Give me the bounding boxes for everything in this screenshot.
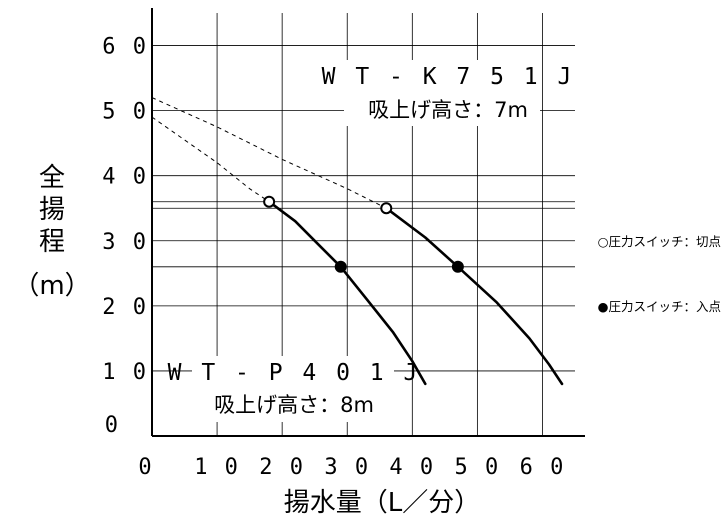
series-2-name: W T - K 7 5 1 J [322, 64, 575, 90]
x-tick-label: 2 0 [259, 455, 305, 480]
series-2-cutin-point [451, 260, 464, 273]
y-tick-label: 2 0 [102, 295, 148, 320]
tick-labels: 0 1 0 2 0 3 0 4 0 5 0 6 0 0 1 0 2 0 3 0 4 0 5 0 6 0 [99, 31, 566, 480]
y-tick-label: 1 0 [102, 360, 148, 385]
series-1-name: W T - P 4 0 1 J [168, 360, 421, 386]
axis-layer [151, 8, 585, 437]
y-axis-title: 全 [39, 163, 65, 193]
series-2-dashed-curve [151, 97, 387, 209]
x-tick-label: 4 0 [389, 455, 435, 480]
y-axis-title: 程 [39, 227, 65, 257]
legend: ○圧力スイッチ：切点 ●圧力スイッチ：入点 [598, 234, 721, 314]
reference-lines [152, 201, 575, 268]
x-axis-title: 揚水量（L／分） [284, 488, 481, 518]
y-tick-label-bg [99, 226, 148, 251]
y-tick-label: 4 0 [102, 165, 148, 190]
series-1-cutin-point [334, 260, 347, 273]
series-2-suction-label: 吸上げ高さ：7m [368, 98, 528, 122]
curve-layer [151, 97, 564, 386]
y-tick-label-bg [99, 356, 148, 381]
y-tick-label: 0 [105, 413, 120, 438]
y-axis-title: 揚 [39, 195, 65, 225]
x-tick-label: 5 0 [455, 455, 501, 480]
series-1-suction-label: 吸上げ高さ：8m [214, 393, 374, 417]
legend-cutoff: ○圧力スイッチ：切点 [598, 234, 721, 249]
y-tick-label: 6 0 [102, 35, 148, 60]
series-1-curve [267, 200, 427, 386]
y-tick-label-bg [99, 31, 148, 56]
y-tick-label: 3 0 [102, 230, 148, 255]
series-1-dashed-curve [151, 116, 270, 203]
point-layer [263, 195, 464, 273]
y-tick-label-bg [99, 291, 148, 316]
y-tick-label-bg [99, 161, 148, 186]
x-tick-label: 3 0 [324, 455, 370, 480]
series-2-curve [385, 206, 564, 386]
series-labels: W T - K 7 5 1 J 吸上げ高さ：7m W T - P 4 0 1 J 吸上… [168, 60, 575, 422]
series-1-label-bg [192, 356, 394, 422]
series-2-label-bg [344, 60, 540, 126]
x-tick-label: 1 0 [194, 455, 240, 480]
series-1-cutoff-point [263, 195, 276, 208]
axis-titles: 全揚程 （m） 揚水量（L／分） [13, 163, 480, 518]
y-axis-title: （m） [13, 271, 90, 301]
legend-cutin: ●圧力スイッチ：入点 [598, 299, 721, 314]
x-tick-label: 0 [138, 455, 153, 480]
y-tick-label: 5 0 [102, 100, 148, 125]
y-tick-label-bg [99, 96, 148, 121]
series-2-cutoff-point [380, 202, 393, 215]
x-tick-label: 6 0 [520, 455, 566, 480]
